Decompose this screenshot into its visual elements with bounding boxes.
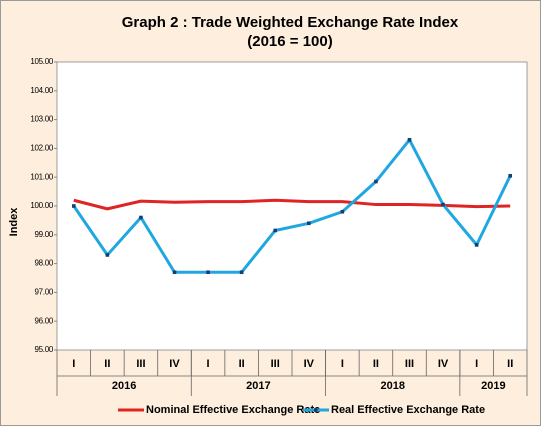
- series-line: [72, 138, 512, 274]
- y-tick-label: 101.00: [30, 172, 54, 181]
- point-marker: [374, 179, 378, 184]
- x-tick-label: IV: [438, 358, 449, 370]
- y-tick-label: 104.00: [30, 86, 54, 95]
- point-marker: [306, 221, 311, 226]
- y-tick-label: 102.00: [30, 144, 54, 153]
- y-axis-label: Index: [8, 207, 20, 237]
- x-tick-label: II: [104, 358, 110, 370]
- x-tick-label: I: [341, 358, 344, 370]
- point-marker: [508, 173, 513, 178]
- y-tick-label: 95.00: [34, 345, 53, 354]
- x-tick-label: IV: [169, 358, 180, 370]
- x-tick-label: I: [475, 358, 478, 370]
- y-tick-label: 105.00: [30, 57, 54, 66]
- year-label: 2018: [380, 380, 404, 392]
- point-marker: [172, 270, 177, 275]
- y-tick-label: 98.00: [34, 259, 53, 268]
- point-marker: [407, 137, 412, 142]
- x-tick-label: II: [239, 358, 245, 370]
- chart-title: Graph 2 : Trade Weighted Exchange Rate I…: [122, 14, 459, 31]
- y-tick-label: 96.00: [34, 316, 53, 325]
- series-line: [73, 198, 511, 211]
- year-label: 2017: [246, 380, 270, 392]
- x-tick-label: III: [405, 358, 414, 370]
- x-tick-label: III: [136, 358, 145, 370]
- point-marker: [474, 243, 479, 247]
- x-tick-label: III: [271, 358, 280, 370]
- chart-subtitle: (2016 = 100): [247, 33, 332, 50]
- point-marker: [105, 253, 110, 257]
- point-marker: [340, 209, 345, 214]
- point-marker: [139, 215, 143, 220]
- legend-marker: [314, 408, 318, 412]
- x-tick-label: I: [72, 358, 75, 370]
- point-marker: [206, 270, 210, 275]
- point-marker: [239, 270, 244, 275]
- y-tick-label: 97.00: [34, 288, 53, 297]
- year-label: 2019: [481, 380, 505, 392]
- x-tick-label: I: [207, 358, 210, 370]
- x-tick-label: II: [507, 358, 513, 370]
- point-marker: [71, 204, 76, 208]
- legend-label: Real Effective Exchange Rate: [331, 404, 485, 416]
- legend-label: Nominal Effective Exchange Rate: [146, 404, 320, 416]
- x-tick-label: II: [373, 358, 379, 370]
- x-tick-label: IV: [304, 358, 315, 370]
- y-tick-label: 100.00: [30, 201, 54, 210]
- year-label: 2016: [112, 380, 136, 392]
- point-marker: [441, 202, 445, 207]
- y-tick-label: 103.00: [30, 115, 54, 124]
- point-marker: [273, 228, 278, 233]
- y-tick-label: 99.00: [34, 230, 53, 239]
